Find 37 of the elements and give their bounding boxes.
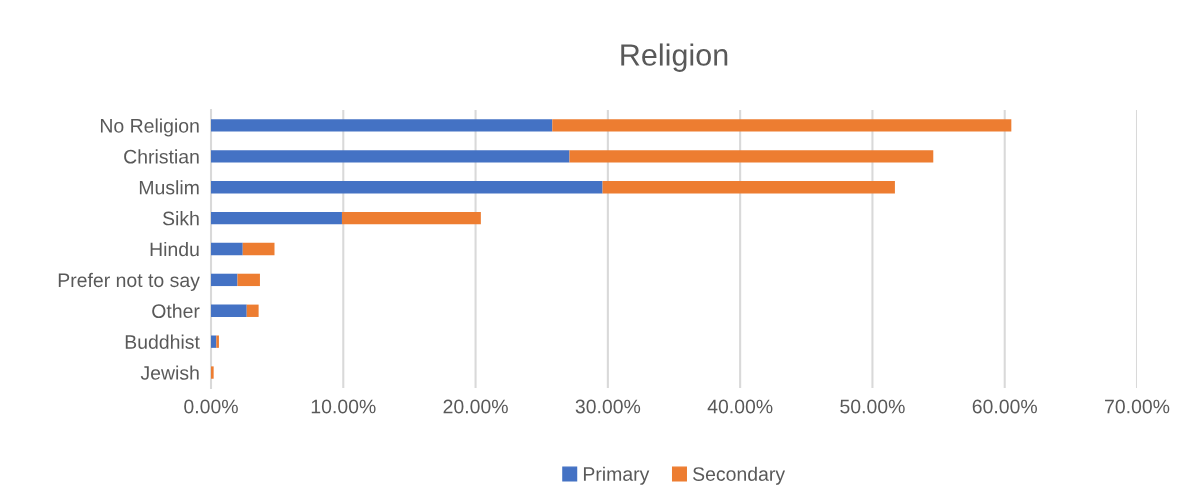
- y-tick-label: Prefer not to say: [58, 272, 200, 291]
- x-tick-label: 30.00%: [575, 399, 641, 414]
- bar: [242, 242, 275, 256]
- bar: [246, 304, 259, 317]
- x-tick-label: 60.00%: [972, 399, 1037, 414]
- bar: [211, 181, 603, 194]
- bar: [211, 366, 214, 379]
- y-tick-label: No Religion: [100, 118, 199, 137]
- x-tick-label: 50.00%: [840, 399, 905, 414]
- bar: [341, 211, 481, 225]
- bar: [211, 273, 238, 287]
- y-tick-label: Other: [152, 303, 200, 319]
- bar: [211, 335, 217, 348]
- bar: [211, 119, 553, 132]
- bar: [602, 181, 895, 194]
- bar: [569, 150, 934, 163]
- bar: [211, 150, 570, 163]
- x-tick-label: 70.00%: [1105, 399, 1170, 414]
- x-tick-label: 10.00%: [311, 399, 376, 414]
- y-tick-label: Jewish: [140, 365, 199, 380]
- y-tick-label: Hindu: [150, 241, 199, 257]
- bar: [552, 119, 1012, 132]
- bar: [216, 335, 219, 348]
- bar: [211, 304, 247, 317]
- y-tick-label: Buddhist: [125, 334, 200, 349]
- y-tick-label: Muslim: [139, 180, 199, 195]
- y-tick-label: Christian: [124, 149, 199, 164]
- x-tick-label: 40.00%: [707, 399, 773, 414]
- x-tick-label: 20.00%: [443, 399, 508, 414]
- bar: [211, 211, 342, 225]
- chart-title: Religion: [621, 43, 728, 72]
- bar: [237, 273, 260, 287]
- y-tick-label: Sikh: [162, 211, 199, 226]
- bar: [211, 242, 243, 256]
- legend-label: Secondary: [693, 466, 786, 485]
- x-tick-label: 0.00%: [184, 399, 238, 414]
- legend-label: Primary: [583, 466, 650, 485]
